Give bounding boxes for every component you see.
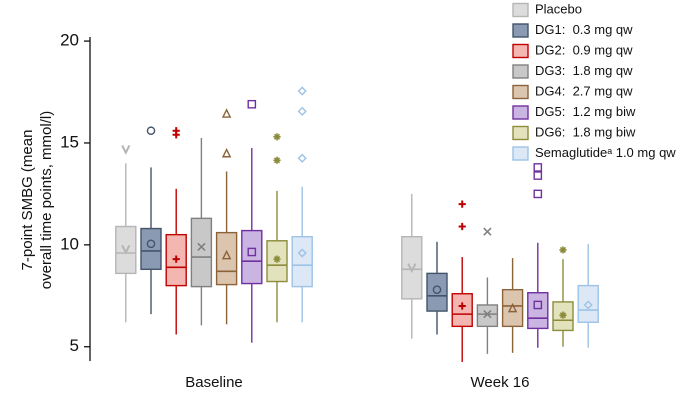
legend-label: DG2: 0.9 mg qw: [535, 42, 633, 57]
mean-marker: [407, 263, 417, 274]
y-axis-label: overall time points, mmol/l): [38, 111, 55, 289]
mean-marker: [172, 255, 180, 263]
legend-swatch: [512, 146, 529, 161]
x-tick-label: Week 16: [471, 374, 530, 391]
legend-label: DG5: 1.2 mg biw: [535, 104, 636, 119]
outlier: [533, 171, 543, 180]
x-tick-label: Baseline: [185, 374, 243, 391]
box: [426, 272, 448, 312]
outlier: [221, 147, 232, 158]
outlier: [121, 145, 131, 155]
mean-marker: [146, 239, 156, 249]
box: [140, 227, 162, 271]
outlier: [221, 108, 232, 118]
legend-swatch: [512, 125, 529, 141]
outlier: [247, 99, 257, 109]
legend-swatch: [512, 2, 529, 18]
mean-marker: [483, 309, 492, 319]
outlier: [172, 127, 180, 135]
box: [115, 225, 137, 275]
mean-marker: [458, 302, 466, 310]
outlier: [458, 222, 466, 231]
outlier: [273, 133, 281, 141]
legend-label: DG1: 0.3 mg qw: [535, 22, 633, 37]
outlier: [297, 106, 307, 116]
y-axis-label: 7-point SMBG (mean: [19, 130, 36, 271]
box: [401, 235, 423, 300]
box: [577, 284, 599, 323]
mean-marker: [507, 302, 518, 313]
legend-label: Semaglutideᵃ 1.0 mg qw: [535, 145, 676, 160]
outlier: [559, 246, 567, 254]
mean-marker: [432, 285, 442, 294]
mean-marker: [273, 255, 281, 263]
box: [476, 304, 499, 328]
y-tick-label: 5: [70, 336, 79, 355]
outlier: [146, 126, 156, 136]
legend-swatch: [512, 84, 529, 100]
box: [291, 235, 313, 288]
outlier: [483, 227, 492, 236]
legend-label: DG3: 1.8 mg qw: [535, 63, 633, 78]
outlier: [297, 153, 307, 163]
legend-label: DG6: 1.8 mg biw: [535, 124, 636, 139]
legend-swatch: [512, 43, 529, 59]
y-tick-label: 20: [60, 31, 79, 50]
mean-marker: [583, 300, 593, 310]
mean-marker: [533, 300, 543, 310]
mean-marker: [559, 311, 567, 319]
mean-marker: [121, 244, 131, 255]
legend-swatch: [512, 105, 529, 120]
mean-marker: [297, 248, 307, 258]
mean-marker: [221, 249, 232, 260]
box: [527, 292, 549, 330]
box: [241, 229, 263, 285]
outlier: [273, 156, 281, 164]
mean-marker: [197, 242, 206, 252]
legend-label: Placebo: [535, 1, 582, 16]
mean-marker: [247, 247, 257, 257]
y-tick-label: 15: [60, 132, 79, 151]
outlier: [458, 200, 466, 208]
outlier: [533, 163, 543, 172]
box: [190, 217, 213, 288]
outlier: [533, 189, 543, 199]
legend-label: DG4: 2.7 mg qw: [535, 83, 633, 98]
box: [451, 293, 473, 328]
box: [501, 288, 524, 328]
y-tick-label: 10: [60, 234, 79, 253]
outlier: [297, 86, 307, 96]
legend-swatch: [512, 64, 529, 79]
legend-swatch: [512, 23, 529, 38]
